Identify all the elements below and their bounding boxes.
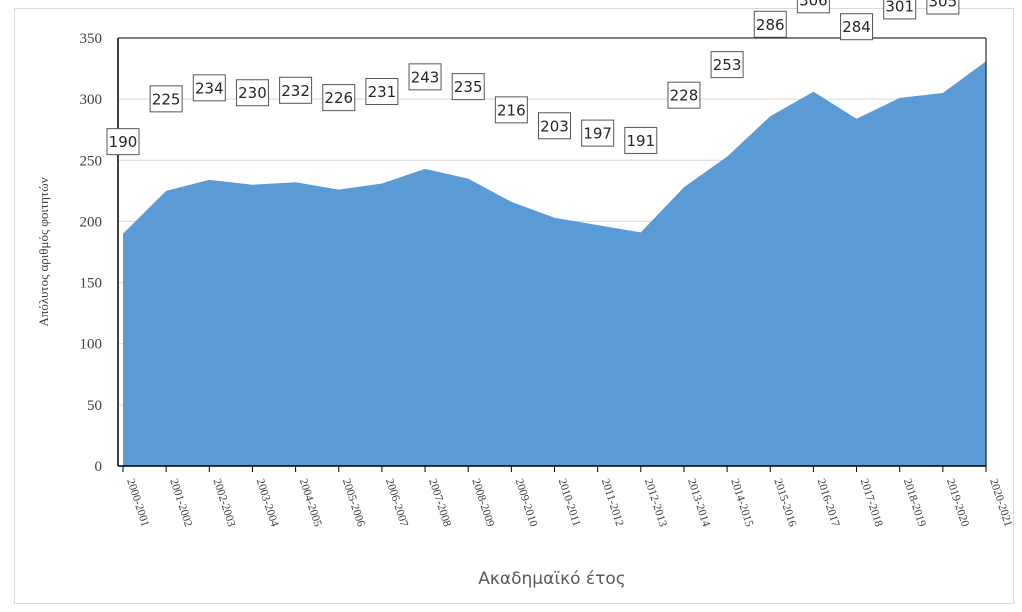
y-axis-title: Απόλυτος αριθμός φοιτητών (36, 177, 51, 326)
series-area (123, 61, 986, 467)
y-tick-label: 300 (80, 92, 103, 108)
x-tick-label: 2018-2019 (901, 477, 928, 528)
x-tick-label: 2000-2001 (124, 477, 151, 528)
data-label-box (106, 128, 140, 156)
y-tick-label: 150 (80, 276, 103, 292)
x-tick-label: 2013-2014 (685, 477, 712, 528)
data-label: 286 (756, 16, 785, 34)
data-label-box (322, 84, 356, 112)
x-tick-label: 2009-2010 (512, 477, 539, 528)
data-label-box (667, 81, 701, 109)
data-label-box (581, 119, 615, 147)
data-label-box (796, 0, 830, 14)
y-tick-label: 350 (80, 31, 103, 47)
x-axis-title: Ακαδημαϊκό έτος (478, 569, 625, 589)
data-label-box (279, 76, 313, 104)
data-label: 306 (799, 0, 828, 9)
data-label-box (538, 112, 571, 140)
x-tick-label: 2011-2012 (599, 477, 626, 528)
data-label: 228 (670, 87, 699, 105)
y-tick-label: 0 (95, 459, 103, 475)
data-label: 225 (152, 90, 181, 108)
data-label-box (840, 13, 874, 41)
data-label: 305 (929, 0, 958, 11)
data-label: 235 (454, 78, 483, 96)
data-label: 191 (626, 132, 655, 150)
y-tick-label: 250 (80, 153, 103, 169)
x-tick-label: 2010-2011 (556, 477, 583, 528)
data-label-box (926, 0, 960, 15)
x-tick-label: 2007-2008 (426, 477, 453, 528)
data-label: 226 (324, 89, 353, 107)
x-tick-label: 2005-2006 (340, 477, 367, 528)
x-tick-label: 2016-2017 (815, 477, 842, 528)
x-tick-label: 2004-2005 (297, 477, 324, 528)
data-label-box (235, 79, 269, 107)
x-tick-label: 2002-2003 (210, 477, 237, 528)
data-label-box (753, 10, 787, 38)
x-tick-label: 2014-2015 (728, 477, 755, 528)
x-tick-label: 2012-2013 (642, 477, 669, 528)
x-tick-label: 2017-2018 (858, 477, 885, 528)
data-label: 216 (497, 101, 526, 119)
y-tick-label: 50 (87, 398, 102, 414)
data-label: 232 (281, 82, 310, 100)
data-label: 203 (540, 117, 569, 135)
data-label: 243 (411, 68, 440, 86)
data-label: 190 (109, 133, 138, 151)
y-tick-label: 100 (80, 337, 103, 353)
x-tick-label: 2001-2002 (167, 477, 194, 528)
x-tick-label: 2015-2016 (771, 477, 798, 528)
x-tick-label: 2019-2020 (944, 477, 971, 528)
data-label: 284 (842, 18, 871, 36)
data-label: 197 (583, 125, 612, 143)
data-label: 234 (195, 79, 224, 97)
data-label-box (624, 126, 658, 154)
x-tick-label: 2003-2004 (254, 477, 281, 528)
data-label-box (710, 51, 744, 79)
x-tick-label: 2020-2021 (987, 477, 1014, 528)
y-tick-label: 200 (80, 214, 103, 230)
data-label: 231 (368, 83, 397, 101)
data-label: 230 (238, 84, 267, 102)
data-label-box (149, 85, 183, 113)
data-label-box (365, 78, 399, 106)
data-label-box (192, 74, 226, 102)
data-label-box (494, 96, 528, 124)
data-label-box (883, 0, 917, 20)
x-tick-label: 2008-2009 (469, 477, 496, 528)
data-label-box (451, 73, 485, 101)
data-label-box (408, 63, 442, 91)
data-label: 301 (885, 0, 914, 15)
x-tick-label: 2006-2007 (383, 477, 410, 528)
data-label: 253 (713, 56, 742, 74)
